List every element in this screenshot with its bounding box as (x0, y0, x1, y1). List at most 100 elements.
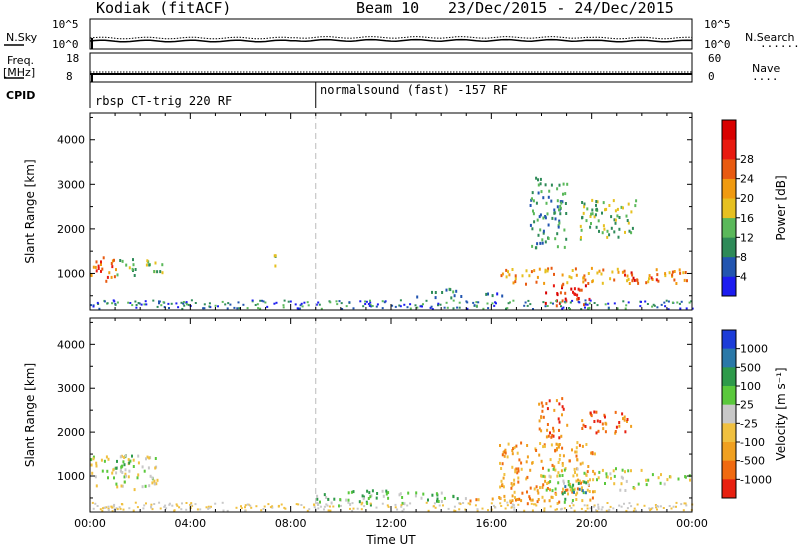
data-cell (105, 279, 108, 283)
data-cell (562, 192, 564, 196)
data-cell (550, 183, 553, 187)
data-cell (422, 303, 424, 306)
data-cell (97, 267, 100, 270)
data-cell (587, 483, 590, 487)
data-cell (545, 291, 548, 295)
colorbar-tick-label: 25 (740, 399, 754, 412)
data-cell (576, 297, 579, 301)
data-cell (640, 468, 643, 472)
data-cell (523, 509, 526, 512)
data-cell (552, 302, 554, 305)
data-cell (647, 280, 650, 284)
data-cell (653, 304, 656, 307)
data-cell (186, 303, 188, 306)
data-cell (563, 245, 566, 249)
data-cell (125, 263, 128, 267)
data-cell (101, 469, 104, 473)
data-cell (503, 473, 506, 476)
data-cell (433, 502, 436, 505)
data-cell (561, 273, 564, 277)
data-cell (601, 231, 604, 235)
data-cell (511, 494, 514, 498)
data-cell (581, 444, 584, 448)
data-cell (647, 478, 650, 482)
data-cell (671, 270, 674, 274)
data-cell (100, 458, 103, 462)
data-cell (263, 505, 266, 508)
data-cell (210, 505, 212, 508)
data-cell (574, 450, 577, 454)
data-cell (514, 274, 517, 278)
data-cell (506, 504, 509, 507)
data-cell (507, 270, 509, 274)
data-cell (442, 504, 444, 507)
data-cell (339, 504, 342, 507)
data-cell (431, 493, 434, 497)
data-cell (543, 443, 546, 447)
data-cell (673, 270, 676, 273)
data-cell (635, 199, 638, 203)
data-cell (656, 306, 659, 309)
data-cell (144, 484, 147, 488)
data-cell (510, 486, 513, 490)
data-cell (386, 504, 389, 507)
data-cell (558, 208, 560, 212)
data-cell (525, 477, 528, 481)
data-cell (675, 505, 677, 508)
data-cell (631, 279, 634, 283)
data-cell (503, 454, 506, 458)
data-cell (143, 469, 146, 473)
data-cell (543, 509, 546, 512)
data-cell (132, 263, 135, 267)
data-cell (584, 303, 587, 306)
y-tick-label: 4000 (57, 338, 85, 351)
data-cell (100, 260, 102, 264)
data-cell (443, 306, 446, 309)
data-cell (518, 497, 521, 501)
data-cell (447, 507, 450, 510)
data-cell (339, 498, 342, 502)
data-cell (187, 303, 190, 306)
data-cell (369, 495, 372, 499)
data-cell (101, 267, 104, 271)
data-cell (385, 489, 388, 493)
data-cell (542, 474, 545, 478)
data-cell (568, 459, 571, 463)
data-cell (669, 475, 672, 479)
data-cell (624, 307, 627, 310)
data-cell (261, 299, 263, 302)
data-cell (607, 307, 610, 310)
data-cell (526, 455, 529, 459)
data-cell (123, 463, 126, 467)
data-cell (615, 425, 618, 429)
data-cell (476, 508, 479, 511)
data-cell (553, 208, 556, 212)
data-cell (645, 483, 648, 487)
data-cell (571, 486, 574, 490)
data-cell (656, 273, 659, 277)
data-cell (648, 507, 651, 510)
data-cell (540, 474, 543, 478)
data-cell (549, 505, 552, 508)
data-cell (400, 504, 403, 507)
data-cell (145, 263, 148, 267)
data-cell (242, 303, 245, 306)
data-cell (529, 497, 531, 501)
data-cell (487, 307, 490, 310)
data-cell (584, 299, 587, 302)
data-cell (467, 502, 470, 505)
data-cell (240, 505, 242, 508)
data-cell (491, 302, 494, 305)
data-cell (623, 269, 626, 273)
data-cell (525, 282, 527, 286)
data-cell (595, 431, 598, 435)
data-cell (546, 423, 549, 426)
data-cell (399, 299, 402, 302)
data-cell (552, 467, 555, 471)
data-cell (289, 300, 292, 303)
data-cell (561, 405, 564, 409)
x-axis-label: Time UT (365, 533, 416, 547)
date-range: 23/Dec/2015 - 24/Dec/2015 (448, 0, 674, 17)
data-cell (452, 307, 455, 310)
